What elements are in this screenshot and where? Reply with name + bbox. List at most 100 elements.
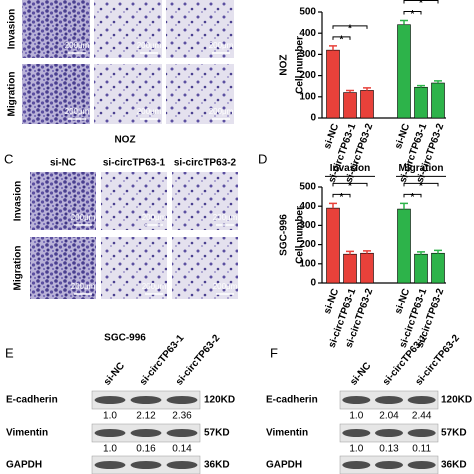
size-label: 57KD	[441, 428, 467, 439]
error-bar	[417, 251, 425, 255]
blot-band	[166, 429, 198, 437]
blot-band	[342, 396, 371, 404]
error-bar	[363, 250, 371, 254]
significance-star: *	[411, 192, 415, 203]
error-bar	[434, 80, 442, 84]
bar	[431, 252, 445, 284]
row-label: Invasion	[7, 9, 18, 50]
blot-band	[407, 429, 436, 437]
size-label: 57KD	[204, 428, 230, 439]
protein-label: GAPDH	[6, 460, 42, 471]
ratio-label: 0.14	[172, 444, 192, 455]
significance-bracket	[332, 36, 351, 40]
y-tick-label: 300	[299, 49, 316, 60]
blot-band	[130, 461, 162, 469]
cell-line-label: SGC-996	[279, 214, 290, 256]
cell-line-label: SGC-996	[104, 333, 146, 344]
error-bar	[329, 202, 337, 209]
blot-band	[342, 461, 371, 469]
size-label: 120KD	[441, 395, 472, 406]
micrograph	[166, 64, 234, 124]
blot-band	[375, 396, 403, 404]
ratio-label: 0.16	[136, 444, 156, 455]
bar	[343, 253, 357, 284]
micrograph	[101, 237, 167, 299]
micrograph	[30, 172, 96, 230]
bar	[343, 92, 357, 119]
bar	[360, 90, 374, 119]
error-bar	[346, 89, 354, 93]
y-tick-label: 300	[299, 220, 316, 231]
blot-band	[94, 429, 126, 437]
panel-label: D	[258, 151, 267, 166]
significance-bracket	[403, 193, 422, 198]
micrograph	[22, 64, 90, 124]
ratio-label: 1.0	[103, 444, 117, 455]
blot-band	[342, 429, 371, 437]
ratio-label: 2.12	[136, 411, 156, 422]
scale-bar-label: 200μm	[137, 41, 162, 50]
bar	[360, 252, 374, 284]
y-tick-label: 500	[299, 7, 316, 18]
bar	[397, 208, 411, 284]
significance-bracket	[332, 182, 368, 187]
scale-bar-label: 200μm	[209, 107, 234, 116]
significance-bracket	[403, 0, 439, 4]
lane-label: si-NC	[348, 361, 373, 388]
bar	[414, 86, 428, 119]
scale-bar-label: 200μm	[71, 213, 96, 222]
column-header: si-NC	[50, 158, 76, 169]
error-bar	[346, 250, 354, 255]
error-bar	[400, 19, 408, 25]
scale-bar-label: 200μm	[213, 282, 238, 291]
cell-line-label: NOZ	[279, 54, 290, 75]
significance-star: *	[411, 9, 415, 20]
y-tick-label: 200	[299, 239, 316, 250]
significance-star: *	[419, 0, 423, 9]
bar	[326, 49, 340, 119]
size-label: 36KD	[204, 460, 230, 471]
cell-line-label: NOZ	[114, 135, 135, 146]
y-tick-label: 0	[310, 113, 316, 124]
error-bar	[417, 84, 425, 88]
scale-bar-label: 200μm	[213, 213, 238, 222]
micrograph	[94, 64, 162, 124]
scale-bar-label: 200μm	[65, 41, 90, 50]
significance-star: *	[340, 35, 344, 46]
blot-band	[407, 461, 436, 469]
blot-band	[375, 461, 403, 469]
ratio-label: 0.13	[379, 444, 399, 455]
row-label: Migration	[13, 246, 24, 291]
y-tick-label: 200	[299, 70, 316, 81]
size-label: 36KD	[441, 460, 467, 471]
significance-star: *	[348, 181, 352, 192]
ratio-label: 0.11	[412, 444, 431, 455]
y-axis-label: Cell number	[295, 36, 306, 94]
scale-bar-label: 200μm	[71, 282, 96, 291]
size-label: 120KD	[204, 395, 235, 406]
micrograph	[22, 0, 90, 58]
ratio-label: 2.04	[379, 411, 399, 422]
micrograph	[172, 172, 238, 230]
ratio-label: 1.0	[349, 444, 363, 455]
protein-label: Vimentin	[6, 428, 48, 439]
significance-bracket	[403, 182, 439, 187]
panel-label: E	[5, 345, 14, 360]
micrograph	[94, 0, 162, 58]
micrograph	[166, 0, 234, 58]
protein-label: E-cadherin	[266, 395, 318, 406]
panel-label: C	[4, 151, 13, 166]
blot-band	[166, 396, 198, 404]
y-tick-label: 100	[299, 91, 316, 102]
error-bar	[400, 202, 408, 210]
bar	[326, 207, 340, 284]
blot-band	[130, 429, 162, 437]
group-header: Invasion	[330, 163, 371, 174]
blot-band	[94, 461, 126, 469]
error-bar	[329, 45, 337, 51]
significance-star: *	[348, 24, 352, 35]
significance-bracket	[332, 193, 351, 198]
y-tick-label: 400	[299, 201, 316, 212]
group-header: Migration	[399, 163, 444, 174]
significance-star: *	[419, 181, 423, 192]
